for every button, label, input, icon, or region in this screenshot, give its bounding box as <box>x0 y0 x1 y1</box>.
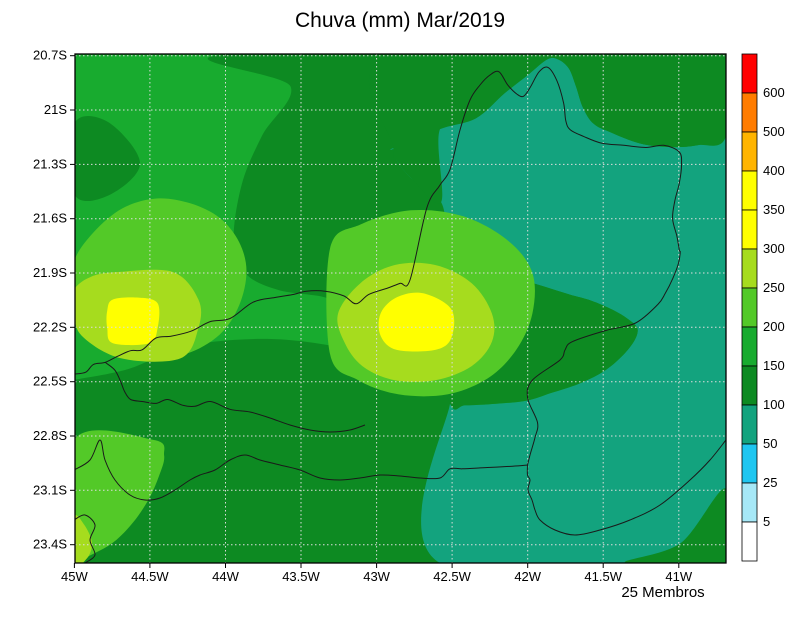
svg-text:44.5W: 44.5W <box>131 569 169 584</box>
svg-text:25: 25 <box>763 475 777 490</box>
svg-text:41W: 41W <box>665 569 692 584</box>
svg-text:Chuva (mm) Mar/2019: Chuva (mm) Mar/2019 <box>295 9 505 32</box>
svg-text:200: 200 <box>763 319 785 334</box>
svg-text:44W: 44W <box>212 569 239 584</box>
svg-text:43.5W: 43.5W <box>282 569 320 584</box>
svg-text:45W: 45W <box>61 569 88 584</box>
svg-text:21.6S: 21.6S <box>33 211 67 226</box>
svg-text:350: 350 <box>763 202 785 217</box>
svg-text:150: 150 <box>763 358 785 373</box>
svg-text:250: 250 <box>763 280 785 295</box>
svg-text:50: 50 <box>763 436 777 451</box>
svg-text:41.5W: 41.5W <box>584 569 622 584</box>
svg-text:21.3S: 21.3S <box>33 156 67 171</box>
svg-text:42W: 42W <box>514 569 541 584</box>
svg-text:100: 100 <box>763 397 785 412</box>
svg-text:42.5W: 42.5W <box>433 569 471 584</box>
svg-text:5: 5 <box>763 514 770 529</box>
svg-text:600: 600 <box>763 85 785 100</box>
svg-text:20.7S: 20.7S <box>33 48 67 63</box>
svg-text:23.1S: 23.1S <box>33 482 67 497</box>
svg-text:25 Membros: 25 Membros <box>621 584 704 601</box>
svg-text:22.8S: 22.8S <box>33 428 67 443</box>
svg-text:22.2S: 22.2S <box>33 319 67 334</box>
svg-text:21S: 21S <box>44 102 67 117</box>
svg-text:43W: 43W <box>363 569 390 584</box>
svg-text:400: 400 <box>763 163 785 178</box>
svg-text:22.5S: 22.5S <box>33 374 67 389</box>
svg-text:21.9S: 21.9S <box>33 265 67 280</box>
svg-text:300: 300 <box>763 241 785 256</box>
svg-text:23.4S: 23.4S <box>33 537 67 552</box>
svg-text:500: 500 <box>763 124 785 139</box>
